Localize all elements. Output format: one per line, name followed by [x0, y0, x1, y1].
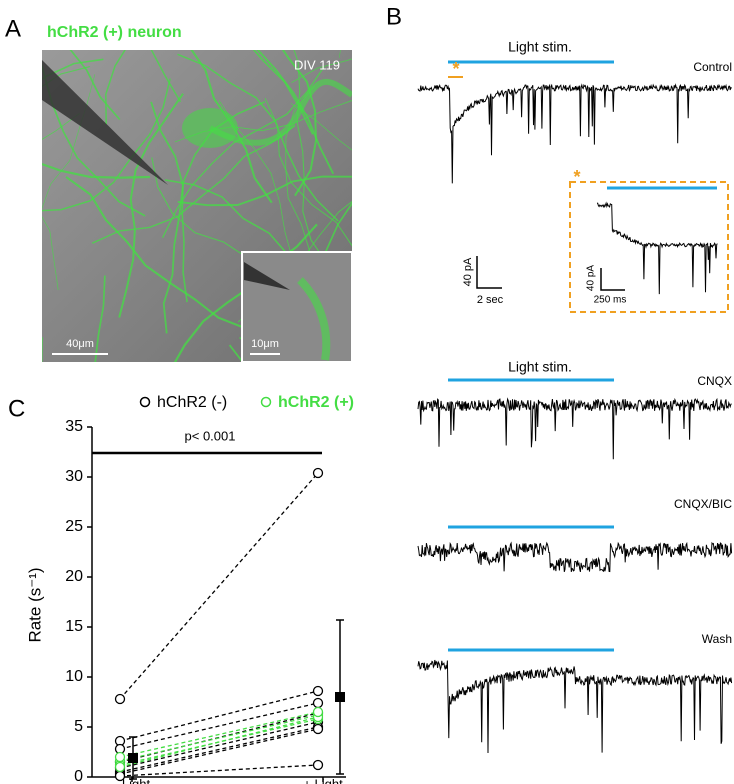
panel-letter: C — [8, 395, 25, 422]
condition-label: Wash — [702, 632, 732, 646]
condition-label: CNQX — [697, 374, 732, 388]
scale-label: 40μm — [66, 338, 94, 350]
inset-box — [569, 181, 729, 313]
asterisk: * — [452, 59, 459, 79]
x-tick-label: - Light — [114, 776, 151, 784]
neurite — [177, 175, 352, 207]
panel-letter: A — [5, 15, 21, 42]
neurite — [338, 50, 341, 58]
neurite — [42, 162, 150, 179]
y-tick-label: 5 — [74, 718, 83, 735]
x-tick-label: + Light — [303, 776, 343, 784]
pair-line — [119, 690, 319, 742]
y-tick-label: 30 — [65, 468, 83, 485]
point — [312, 759, 324, 771]
neurite — [281, 50, 318, 197]
neurite — [150, 50, 182, 103]
inset-neurite — [297, 277, 331, 361]
point — [312, 685, 324, 697]
scale-label: 10μm — [251, 338, 279, 350]
trace — [417, 397, 732, 460]
age-label: DIV 119 — [294, 57, 340, 72]
y-tick-label: 0 — [74, 768, 83, 784]
neurite — [252, 50, 314, 135]
scale-label: 40 pA — [462, 257, 474, 286]
legend-label: hChR2 (-) — [157, 394, 227, 411]
trace — [417, 83, 732, 184]
neurite — [94, 275, 106, 362]
legend-label: hChR2 (+) — [278, 394, 354, 411]
dendrite — [208, 78, 352, 146]
stim-label: Light stim. — [508, 359, 572, 375]
neurite — [91, 124, 296, 244]
pair-line — [119, 718, 319, 766]
point — [312, 697, 324, 709]
pair-line — [119, 714, 319, 762]
neurite — [42, 63, 146, 217]
point — [312, 706, 324, 718]
point — [114, 693, 126, 705]
neurite — [291, 58, 352, 84]
point — [114, 770, 126, 782]
y-tick-label: 20 — [65, 568, 83, 585]
scale-label: 250 ms — [594, 295, 627, 306]
pair-line — [119, 472, 319, 700]
pair-line — [119, 711, 319, 758]
neurite — [190, 50, 273, 204]
pair-line — [119, 721, 319, 769]
neurite — [69, 50, 121, 121]
neurite — [150, 101, 184, 334]
pair-line — [119, 728, 319, 775]
neurite — [118, 93, 184, 318]
scale-label: 2 sec — [477, 294, 504, 306]
stim-bars — [448, 60, 717, 652]
mean-marker — [335, 692, 345, 702]
neurite — [42, 337, 43, 362]
neurite — [42, 112, 80, 140]
annotation: p< 0.001 — [185, 428, 236, 443]
point — [114, 751, 126, 763]
point — [114, 761, 126, 773]
inset-pipette — [244, 262, 290, 290]
point — [312, 723, 324, 735]
condition-label: CNQX/BIC — [674, 497, 732, 511]
trace — [417, 659, 733, 754]
scale-bar — [600, 268, 625, 291]
scale-bar — [476, 256, 502, 289]
asterisk: * — [573, 167, 580, 187]
neurite — [290, 103, 352, 151]
y-axis-label: Rate (s⁻¹) — [25, 567, 44, 642]
pair-line — [119, 726, 319, 773]
inset — [241, 251, 353, 363]
neurite — [42, 78, 171, 212]
point — [312, 467, 324, 479]
y-tick-label: 25 — [65, 518, 83, 535]
traces — [417, 83, 733, 754]
neurite — [65, 176, 247, 330]
panel-letter: B — [386, 3, 402, 30]
pair-line — [119, 716, 319, 768]
legend-marker — [139, 396, 151, 408]
y-tick-label: 10 — [65, 668, 83, 685]
trace — [596, 201, 718, 295]
scale-label: 40 pA — [586, 265, 597, 291]
legend-marker — [260, 396, 272, 408]
neurite — [105, 50, 126, 125]
y-tick-label: 15 — [65, 618, 83, 635]
panel-title: hChR2 (+) neuron — [47, 24, 182, 41]
pair-line — [119, 764, 319, 777]
condition-label: Control — [693, 60, 732, 74]
neurite — [228, 344, 244, 362]
pipette — [42, 60, 168, 185]
mean-marker — [128, 753, 138, 763]
pair-line — [119, 702, 319, 750]
neurite — [42, 58, 104, 80]
y-tick-label: 35 — [65, 418, 83, 435]
trace — [417, 541, 733, 573]
stim-label: Light stim. — [508, 39, 572, 55]
neurite — [42, 216, 59, 291]
